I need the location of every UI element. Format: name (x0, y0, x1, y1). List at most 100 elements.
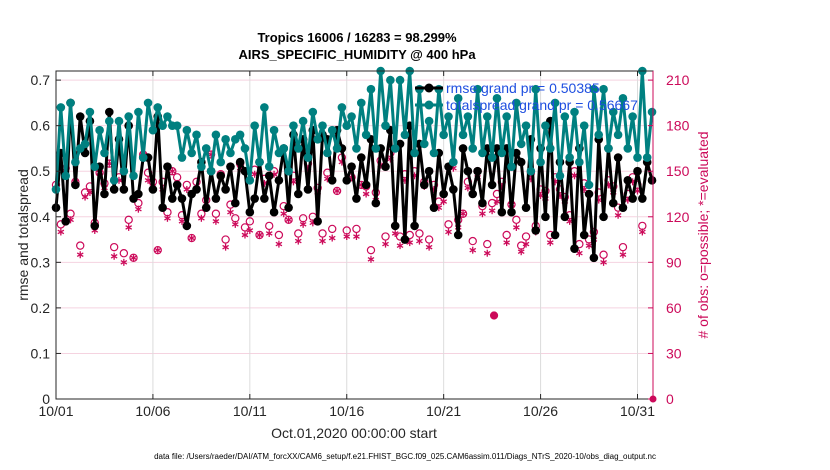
obs-star-stroke (353, 234, 360, 239)
totalspread-point (521, 121, 531, 130)
obs-star-stroke (110, 253, 118, 259)
x-tick-label: 10/26 (523, 403, 558, 419)
y-right-tick-label: 150 (666, 163, 690, 179)
obs-star-stroke (227, 209, 234, 215)
totalspread-point (100, 148, 109, 158)
y-tick-label: 0.7 (31, 72, 51, 88)
obs-star-stroke (367, 256, 375, 262)
totalspread-point (323, 148, 332, 158)
obs-star-stroke (328, 235, 336, 241)
rmse-point (516, 157, 526, 167)
rmse-point (260, 194, 269, 203)
chart-title: Tropics 16006 / 16283 = 98.299% (257, 30, 457, 45)
obs-star-stroke (503, 240, 511, 245)
obs-evaluated-point (469, 246, 477, 254)
obs-star-stroke (164, 215, 171, 221)
totalspread-point (449, 157, 458, 167)
totalspread-point (560, 112, 570, 121)
obs-star-stroke (280, 211, 288, 217)
obs-evaluated-point (227, 208, 234, 216)
rmse-point (269, 207, 279, 217)
obs-possible-point (521, 232, 531, 241)
rmse-point (550, 230, 560, 240)
rmse-point (531, 226, 541, 235)
totalspread-point (177, 153, 187, 162)
rmse-point (429, 203, 439, 212)
totalspread-point (119, 166, 129, 176)
rmse-point (313, 217, 322, 226)
obs-star-stroke (488, 208, 496, 214)
y-right-tick-label: 120 (666, 209, 690, 225)
obs-evaluated-point (479, 210, 486, 218)
totalspread-point (579, 121, 589, 130)
totalspread-point (361, 130, 371, 140)
obs-evaluated-point (135, 205, 142, 213)
x-tick-label: 10/16 (329, 403, 364, 419)
totalspread-point (419, 139, 429, 149)
rmse-point (623, 176, 633, 185)
totalspread-point (308, 107, 318, 117)
totalspread-point (148, 125, 158, 135)
obs-evaluated-point (231, 220, 239, 228)
rmse-point (419, 180, 429, 190)
totalspread-point (633, 153, 642, 162)
rmse-point (390, 221, 400, 231)
rmse-point (250, 194, 259, 203)
y-tick-label: 0 (42, 391, 50, 407)
obs-star-stroke (575, 250, 583, 256)
obs-possible-point (187, 233, 196, 243)
totalspread-point (647, 107, 657, 117)
obs-evaluated-point (517, 248, 525, 256)
rmse-point (560, 212, 570, 222)
x-tick-label: 10/01 (38, 403, 73, 419)
totalspread-point (269, 125, 279, 135)
totalspread-point (221, 135, 230, 144)
totalspread-point (289, 121, 298, 130)
obs-star-stroke (256, 232, 263, 238)
obs-evaluated-point (619, 251, 627, 259)
y-right-tick-label: 30 (666, 345, 682, 361)
rmse-point (100, 189, 109, 199)
obs-evaluated-point (188, 234, 196, 242)
obs-evaluated-point (440, 198, 448, 206)
totalspread-point (589, 84, 599, 94)
totalspread-point (424, 116, 434, 126)
obs-evaluated-point (382, 240, 389, 248)
totalspread-point (192, 130, 201, 140)
obs-evaluated-point (367, 255, 375, 263)
obs-star-stroke (188, 235, 196, 241)
rmse-point (109, 185, 119, 194)
rmse-point (584, 189, 594, 199)
totalspread-point (623, 144, 633, 153)
obs-star-stroke (571, 173, 578, 179)
totalspread-point (516, 139, 526, 149)
obs-star-stroke (319, 238, 326, 244)
obs-evaluated-point (246, 226, 254, 234)
obs-zero-marker (649, 395, 657, 403)
totalspread-point (613, 130, 623, 140)
obs-possible-point (638, 221, 647, 231)
obs-possible-point (424, 235, 434, 244)
obs-evaluated-point (256, 231, 263, 239)
rmse-point (274, 176, 284, 185)
totalspread-point (264, 162, 274, 171)
obs-star-stroke (416, 238, 423, 244)
obs-star-stroke (154, 247, 162, 253)
y-axis-label: rmse and totalspread (15, 169, 31, 301)
obs-possible-point (153, 245, 162, 255)
rmse-point (507, 207, 516, 217)
obs-star-stroke (600, 260, 607, 265)
obs-evaluated-point (445, 228, 452, 236)
obs-possible-point (444, 220, 453, 229)
rmse-point (148, 185, 158, 194)
totalspread-point (453, 94, 463, 103)
obs-evaluated-point (81, 193, 89, 201)
obs-evaluated-point (493, 198, 501, 206)
rmse-point (71, 180, 80, 190)
totalspread-point (463, 112, 473, 121)
obs-star-stroke (198, 215, 205, 221)
totalspread-point (444, 112, 453, 121)
totalspread-point (153, 103, 163, 112)
obs-evaluated-point (391, 229, 399, 237)
obs-possible-point (352, 224, 361, 234)
